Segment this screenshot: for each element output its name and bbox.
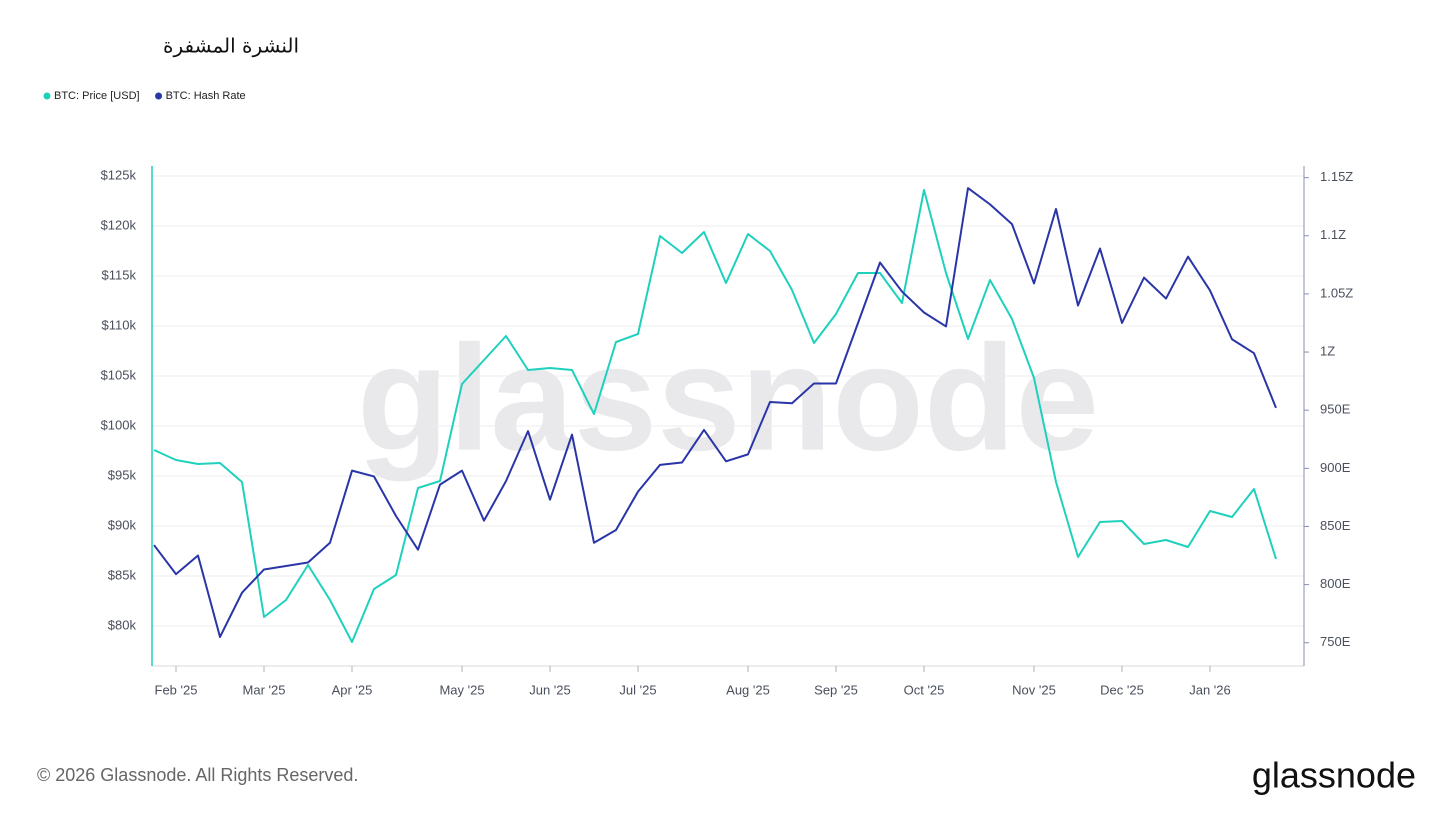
y-tick-label: $95k <box>108 467 137 482</box>
line-series <box>153 189 1277 643</box>
legend-label: BTC: Price [USD] <box>54 90 140 102</box>
y-tick-label: $125k <box>101 167 137 182</box>
copyright: © 2026 Glassnode. All Rights Reserved. <box>37 765 358 785</box>
y-tick-label: $85k <box>108 567 137 582</box>
y-tick-label: $100k <box>101 417 137 432</box>
y2-tick-label: 750E <box>1320 634 1351 649</box>
y2-tick-label: 900E <box>1320 460 1351 475</box>
x-tick-label: Feb '25 <box>155 682 198 697</box>
line-series <box>153 187 1277 638</box>
watermark: glassnode <box>357 314 1099 482</box>
y2-tick-label: 1Z <box>1320 343 1335 358</box>
x-tick-label: Jul '25 <box>619 682 656 697</box>
y-tick-label: $105k <box>101 367 137 382</box>
y2-tick-label: 1.05Z <box>1320 285 1353 300</box>
x-tick-label: Apr '25 <box>332 682 373 697</box>
y-tick-label: $120k <box>101 217 137 232</box>
y-tick-label: $110k <box>102 317 137 332</box>
x-tick-label: Sep '25 <box>814 682 858 697</box>
x-tick-label: Mar '25 <box>243 682 286 697</box>
legend-label: BTC: Hash Rate <box>166 90 246 102</box>
x-tick-label: Jan '26 <box>1189 682 1231 697</box>
x-tick-label: Jun '25 <box>529 682 571 697</box>
x-tick-label: Dec '25 <box>1100 682 1144 697</box>
legend-marker <box>43 92 51 100</box>
y-tick-label: $80k <box>108 617 137 632</box>
legend-marker <box>155 92 163 100</box>
y2-tick-label: 1.15Z <box>1320 169 1353 184</box>
y2-tick-label: 850E <box>1320 518 1351 533</box>
chart-title: النشرة المشفرة <box>163 34 299 58</box>
y2-tick-label: 800E <box>1320 576 1351 591</box>
y-tick-label: $115k <box>102 267 137 282</box>
x-tick-label: Aug '25 <box>726 682 770 697</box>
logo: glassnode <box>1252 755 1416 796</box>
y-tick-label: $90k <box>108 517 137 532</box>
y2-tick-label: 950E <box>1320 402 1351 417</box>
x-tick-label: Oct '25 <box>904 682 945 697</box>
x-tick-label: May '25 <box>439 682 484 697</box>
y2-tick-label: 1.1Z <box>1320 227 1346 242</box>
x-tick-label: Nov '25 <box>1012 682 1056 697</box>
